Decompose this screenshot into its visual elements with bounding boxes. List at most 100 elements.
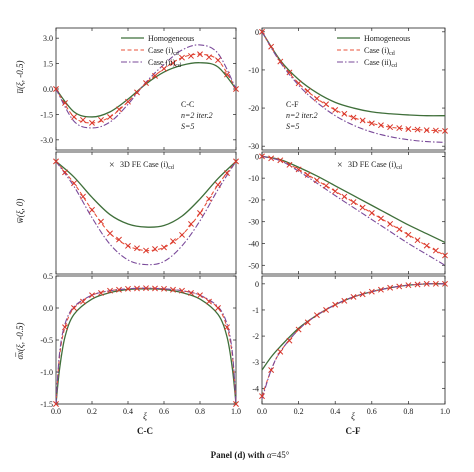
fe-marker <box>341 110 348 117</box>
fe-marker <box>396 283 403 290</box>
fe-marker <box>80 116 86 123</box>
legend-homogeneous-label-right: Homogeneous <box>364 34 410 43</box>
fe-marker <box>89 119 95 126</box>
fe-marker <box>259 393 265 400</box>
fe-marker <box>432 247 439 254</box>
fe-marker <box>341 297 348 304</box>
fe-marker-series <box>259 280 448 400</box>
fe-marker <box>286 69 293 76</box>
fe-marker <box>341 193 348 200</box>
homogeneous-curve <box>55 160 237 228</box>
fe-marker <box>107 114 113 120</box>
fe-marker <box>442 280 448 287</box>
fe-marker-series <box>259 153 448 259</box>
fe-marker <box>197 292 203 299</box>
fe-marker <box>387 284 394 291</box>
fe-marker <box>350 114 357 121</box>
legend-case-ii-label: Case (ii)cd <box>148 58 181 69</box>
fe-marker <box>62 324 68 331</box>
y-tick-label: -50 <box>248 261 259 270</box>
x-tick-label: 1.0 <box>440 407 450 416</box>
fe-marker <box>405 282 412 289</box>
fe-marker <box>350 293 357 300</box>
fe-marker <box>268 367 275 373</box>
fe-marker-series <box>53 285 239 407</box>
fe-marker <box>89 206 95 213</box>
panel-frame <box>261 27 446 151</box>
fe-marker <box>116 286 122 293</box>
fe-marker <box>286 161 293 168</box>
y-tick-label: -40 <box>248 240 259 249</box>
fe-marker <box>387 124 394 131</box>
fe-marker <box>53 401 59 407</box>
annotation-cf-params: n=2 iter.2 <box>286 111 318 120</box>
fe-marker <box>442 127 448 134</box>
fe-marker <box>442 252 448 259</box>
fe-marker <box>134 89 140 96</box>
fe-marker <box>387 220 394 227</box>
panel-s_cc: -1.5 -1.0 -0.5 0.0 0.5 0.0 0.2 0.4 0.6 0.8 1.0 <box>40 272 241 416</box>
legend-homogeneous-label: Homogeneous <box>148 34 194 43</box>
fe-marker <box>224 71 230 78</box>
panel-frame <box>55 151 237 275</box>
fe-marker <box>259 28 265 35</box>
x-tick-label: 0.2 <box>87 407 97 416</box>
homogeneous-curve <box>261 31 446 117</box>
xlabel-right: ξ <box>351 411 355 421</box>
fe-marker <box>332 301 339 308</box>
fe-marker <box>277 157 284 164</box>
fe-marker <box>197 210 203 216</box>
fe-marker <box>277 348 284 355</box>
figure-caption: Panel (d) with α=45° <box>211 450 290 460</box>
y-tick-label: -10 <box>248 66 259 75</box>
fe-marker <box>206 195 212 202</box>
panel-w_cc <box>53 151 239 275</box>
fe-marker <box>377 215 384 222</box>
case-i-curve <box>55 53 237 124</box>
fe-marker <box>414 237 421 244</box>
y-tick-label: -1 <box>252 306 259 315</box>
y-tick-label: 3.0 <box>43 34 53 43</box>
fe-marker <box>116 106 122 113</box>
legend-fe-marker-right: × <box>337 160 343 171</box>
y-tick-label: -4 <box>252 384 259 393</box>
fe-marker <box>125 242 131 249</box>
ylabel-row-u: u̅(ξ, -0.5) <box>15 60 25 93</box>
fe-marker <box>377 286 384 293</box>
fe-marker <box>332 188 339 195</box>
fe-marker <box>359 291 366 298</box>
legend-fe-label-right: 3D FE Case (i)cd <box>348 160 402 171</box>
fe-marker <box>215 57 221 64</box>
fe-marker <box>304 319 311 326</box>
fe-marker <box>98 290 104 296</box>
annotation-cf-title: C-F <box>286 100 299 109</box>
fe-marker <box>125 285 131 292</box>
xlabel-left: ξ <box>143 411 147 421</box>
fe-marker <box>368 288 375 295</box>
fe-marker <box>161 285 167 292</box>
fe-marker <box>62 100 68 106</box>
x-tick-label: 0.4 <box>123 407 133 416</box>
y-tick-label: -1.0 <box>40 368 53 377</box>
fe-marker <box>396 125 403 132</box>
fe-marker <box>53 158 59 165</box>
fe-marker <box>71 114 77 120</box>
fe-marker <box>368 120 375 127</box>
fe-marker <box>170 238 176 245</box>
case-i-curve <box>261 31 446 132</box>
fe-marker <box>332 107 339 113</box>
fe-marker <box>423 242 430 249</box>
x-tick-label: 1.0 <box>231 407 241 416</box>
y-tick-label: -0.5 <box>40 336 53 345</box>
fe-marker <box>206 298 212 305</box>
fe-marker <box>286 337 293 344</box>
legend-fe-marker-left: × <box>109 160 115 171</box>
ylabel-row-sigma: σ̅x(ξ, -0.5) <box>15 322 25 359</box>
fe-marker <box>161 65 167 72</box>
fe-marker <box>215 305 221 311</box>
fe-marker <box>188 290 194 296</box>
y-tick-label: 0 <box>255 28 259 37</box>
annotation-cc-params: n=2 iter.2 <box>181 111 213 120</box>
panel-frame <box>55 27 237 151</box>
fe-marker <box>414 126 421 133</box>
